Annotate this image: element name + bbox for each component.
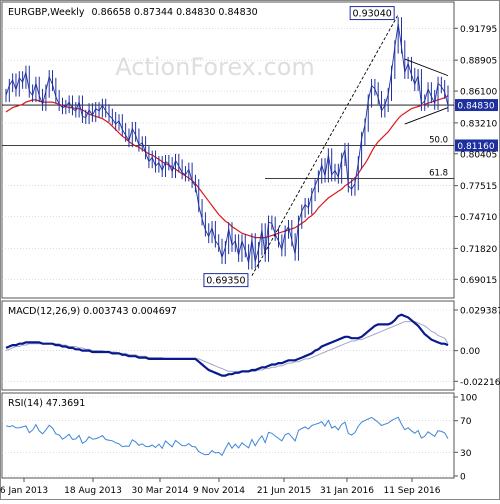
macd-grid bbox=[2, 309, 454, 382]
fib-label: 61.8 bbox=[429, 169, 448, 179]
symbol-label: EURGBP,Weekly bbox=[8, 7, 85, 18]
fib-label: 50.0 bbox=[429, 135, 448, 145]
x-tick-label: 30 Mar 2014 bbox=[131, 486, 188, 496]
price-y-tick-label: 0.88905 bbox=[460, 57, 497, 67]
level-label: 0.84830 bbox=[457, 102, 494, 112]
price-y-tick-label: 0.91795 bbox=[460, 25, 497, 35]
price-close-line bbox=[5, 23, 449, 264]
rsi-y-tick-label: 30 bbox=[460, 449, 472, 459]
ohlc-label: 0.86658 0.87344 0.84830 0.84830 bbox=[92, 7, 258, 18]
rsi-y-axis: 100 70 30 0 bbox=[454, 394, 477, 483]
price-y-tick-label: 0.77515 bbox=[460, 182, 497, 192]
price-y-tick-label: 0.83210 bbox=[460, 119, 497, 129]
moving-average-line bbox=[5, 95, 449, 239]
price-y-tick-label: 0.71820 bbox=[460, 245, 497, 255]
rsi-y-tick-label: 100 bbox=[460, 394, 477, 404]
price-y-tick-label: 0.74710 bbox=[460, 213, 497, 223]
x-axis: 6 Jan 2013 18 Aug 2013 30 Mar 2014 9 Nov 20… bbox=[0, 478, 441, 496]
rsi-panel: RSI(14) 47.3691 100 70 30 0 bbox=[1, 392, 477, 483]
macd-y-tick-label: -0.022161 bbox=[460, 378, 500, 388]
fibonacci-levels: 50.0 61.8 bbox=[265, 135, 454, 180]
triangle-lower-line bbox=[404, 107, 449, 125]
rsi-y-tick-label: 0 bbox=[460, 473, 466, 483]
macd-y-axis: 0.029387 0.00 -0.022161 bbox=[454, 306, 500, 388]
extreme-label-box bbox=[203, 273, 249, 288]
rsi-title: RSI(14) 47.3691 bbox=[8, 398, 85, 409]
rsi-line bbox=[5, 416, 449, 457]
extreme-label: 0.69350 bbox=[206, 276, 245, 287]
price-header: EURGBP,Weekly 0.86658 0.87344 0.84830 0.… bbox=[8, 7, 258, 18]
x-tick-label: 21 Jun 2015 bbox=[257, 486, 311, 496]
triangle-upper-line bbox=[404, 58, 449, 77]
price-y-axis: 0.91795 0.88905 0.86100 0.83210 0.80405 0.775… bbox=[454, 25, 497, 286]
price-annotations: 0.93040 0.69350 bbox=[203, 6, 395, 288]
extreme-label: 0.93040 bbox=[353, 9, 392, 20]
rsi-grid bbox=[2, 396, 454, 477]
rsi-y-tick-label: 70 bbox=[460, 417, 472, 427]
price-drawings bbox=[251, 14, 449, 276]
rsi-series bbox=[5, 416, 449, 457]
level-label-box bbox=[455, 99, 498, 112]
x-tick-label: 31 Jan 2016 bbox=[320, 486, 374, 496]
macd-series bbox=[5, 313, 449, 377]
x-tick-label: 18 Aug 2013 bbox=[64, 486, 122, 496]
extreme-label-box bbox=[349, 6, 395, 21]
macd-line bbox=[5, 313, 449, 377]
x-tick-label: 9 Nov 2014 bbox=[193, 486, 245, 496]
level-label: 0.81160 bbox=[457, 142, 494, 152]
price-y-tick-label: 0.80405 bbox=[460, 150, 497, 160]
macd-title: MACD(12,26,9) 0.003743 0.004697 bbox=[8, 306, 177, 317]
watermark: ActionForex.com bbox=[115, 53, 315, 81]
x-tick-label: 6 Jan 2013 bbox=[0, 486, 48, 496]
price-series bbox=[5, 17, 449, 270]
price-y-tick-label: 0.69015 bbox=[460, 276, 497, 286]
macd-y-tick-label: 0.029387 bbox=[460, 306, 500, 316]
macd-signal-line bbox=[5, 321, 449, 372]
level-label-box bbox=[455, 139, 498, 152]
horizontal-levels: 0.84830 0.81160 bbox=[2, 99, 498, 152]
macd-panel: MACD(12,26,9) 0.003743 0.004697 0.029387… bbox=[1, 300, 500, 391]
price-y-tick-label: 0.86100 bbox=[460, 88, 497, 98]
x-tick-label: 11 Sep 2016 bbox=[383, 486, 440, 496]
macd-y-tick-label: 0.00 bbox=[460, 347, 480, 357]
